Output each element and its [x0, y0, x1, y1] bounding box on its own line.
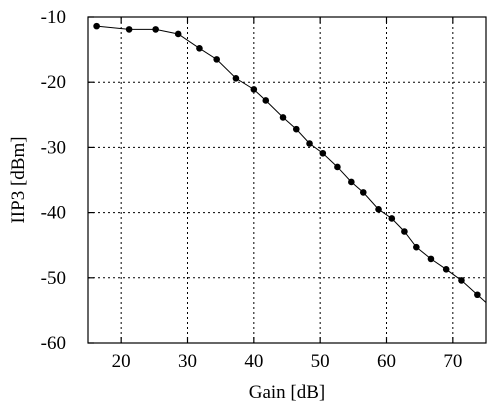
data-point [174, 30, 182, 38]
y-axis-title: IIP3 [dBm] [8, 136, 29, 223]
grid-lines [88, 17, 486, 343]
y-tick-label: -40 [41, 203, 66, 224]
series-line [96, 25, 478, 296]
x-tick-label: 40 [244, 351, 263, 372]
data-point [375, 206, 382, 213]
data-point [93, 22, 100, 30]
x-axis-title: Gain [dB] [249, 382, 326, 403]
axis-ticks [88, 16, 454, 344]
data-point [306, 140, 313, 147]
data-point [262, 97, 270, 104]
x-tick-label: 20 [112, 351, 131, 372]
data-point [458, 277, 465, 284]
tick-labels: 20 30 40 50 60 70 -10 -20 -30 -40 -50 -60 [41, 7, 463, 372]
y-tick-label: -50 [41, 268, 66, 289]
y-tick-label: -20 [41, 72, 66, 93]
x-tick-label: 60 [377, 351, 396, 372]
data-point [348, 178, 355, 186]
y-tick-label: -30 [41, 137, 66, 158]
x-tick-label: 30 [178, 351, 197, 372]
data-point [319, 149, 327, 157]
data-point [250, 86, 258, 93]
data-point [388, 215, 396, 222]
data-point [427, 255, 435, 263]
plot-frame [87, 16, 487, 344]
data-point [474, 291, 481, 299]
data-markers [93, 22, 481, 299]
series-line-group [96, 25, 487, 303]
x-tick-label: 50 [311, 351, 330, 372]
data-point [442, 266, 450, 273]
data-point [152, 26, 159, 33]
data-point [196, 44, 203, 52]
y-tick-label: -60 [41, 333, 66, 354]
data-point [401, 228, 408, 235]
y-tick-label: -10 [41, 7, 66, 28]
data-point [334, 163, 341, 171]
x-tick-label: 70 [443, 351, 462, 372]
data-point [359, 189, 367, 196]
data-point [125, 26, 133, 33]
data-point [232, 74, 240, 82]
data-point [279, 114, 287, 121]
data-point [292, 125, 300, 133]
data-point [413, 243, 420, 251]
data-point [213, 56, 220, 63]
